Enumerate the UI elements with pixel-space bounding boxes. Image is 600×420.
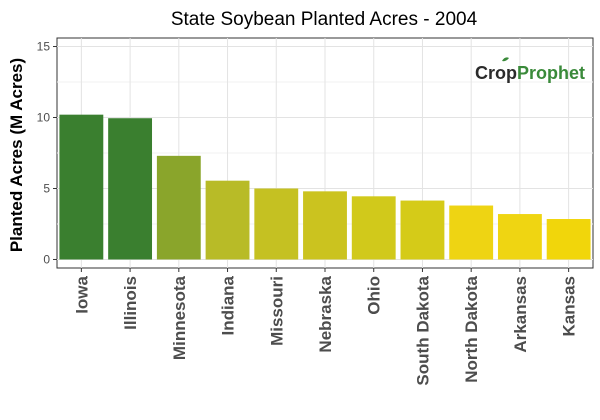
logo-text: CropProphet — [475, 63, 585, 83]
x-tick-label: South Dakota — [413, 275, 432, 385]
bar — [546, 219, 591, 260]
x-tick-label: Nebraska — [316, 275, 335, 352]
logo-crop: Crop — [475, 63, 517, 83]
y-tick-label: 15 — [37, 40, 51, 54]
x-tick-label: Illinois — [121, 276, 140, 330]
chart-title: State Soybean Planted Acres - 2004 — [171, 9, 478, 30]
x-tick-label: Indiana — [219, 275, 238, 335]
y-tick-label: 10 — [37, 111, 51, 125]
bar — [449, 205, 494, 260]
x-tick-label: Minnesota — [170, 275, 189, 360]
bar — [351, 196, 396, 260]
x-tick-label: Ohio — [365, 276, 384, 315]
bar — [205, 180, 250, 260]
bars — [59, 114, 591, 260]
y-axis-label: Planted Acres (M Acres) — [7, 58, 26, 252]
y-axis: 0 5 10 15 — [37, 40, 57, 266]
x-tick-label: Arkansas — [511, 276, 530, 353]
x-tick-label: Kansas — [560, 276, 579, 336]
bar — [108, 118, 153, 260]
x-tick-label: Missouri — [267, 276, 286, 346]
y-tick-label: 0 — [43, 252, 50, 266]
bar — [400, 200, 445, 260]
x-tick-label: Iowa — [72, 275, 91, 313]
x-tick-label: North Dakota — [462, 275, 481, 382]
bar — [59, 114, 104, 260]
bar — [156, 155, 201, 260]
leaf-icon — [502, 57, 509, 62]
cropprophet-logo: CropProphet — [475, 57, 585, 83]
y-tick-label: 5 — [43, 181, 50, 195]
bar — [303, 191, 347, 260]
logo-prophet: Prophet — [517, 63, 585, 83]
bar — [497, 214, 542, 260]
bar — [254, 188, 299, 260]
x-axis: Iowa Illinois Minnesota Indiana Missouri Nebr… — [72, 268, 579, 386]
